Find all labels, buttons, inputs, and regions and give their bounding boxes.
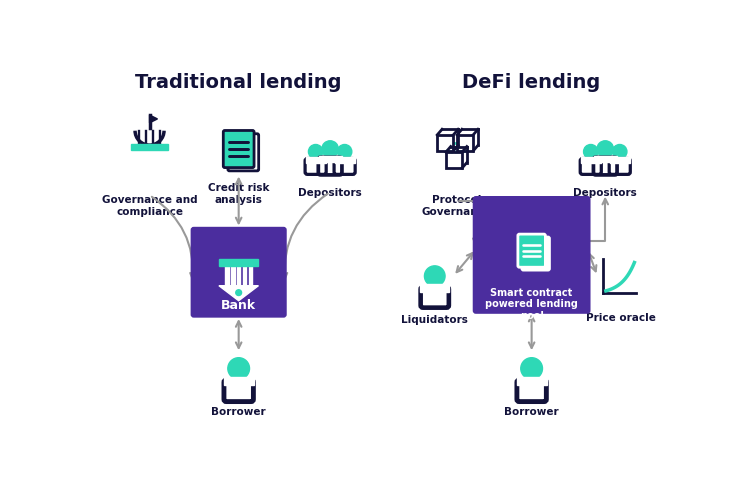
Text: Depositors: Depositors: [298, 187, 362, 198]
Circle shape: [322, 141, 338, 157]
Bar: [219, 259, 259, 266]
Text: Liquidators: Liquidators: [401, 314, 468, 325]
FancyBboxPatch shape: [518, 234, 545, 267]
Bar: [237, 265, 241, 286]
Text: Smart contract
powered lending
pool: Smart contract powered lending pool: [485, 288, 578, 321]
Bar: [243, 265, 246, 286]
Text: Credit risk
analysis: Credit risk analysis: [208, 183, 269, 205]
Bar: [225, 265, 229, 286]
Text: DeFi lending: DeFi lending: [463, 73, 601, 92]
Polygon shape: [219, 286, 259, 301]
Polygon shape: [610, 157, 630, 163]
Polygon shape: [517, 377, 547, 386]
Circle shape: [236, 290, 242, 295]
Polygon shape: [421, 284, 449, 292]
Circle shape: [584, 145, 598, 159]
Bar: [131, 144, 168, 150]
Text: Borrower: Borrower: [504, 407, 559, 417]
Text: Bank: Bank: [221, 299, 256, 312]
Circle shape: [228, 358, 250, 379]
Circle shape: [308, 145, 322, 159]
Polygon shape: [594, 156, 616, 162]
FancyBboxPatch shape: [472, 196, 590, 314]
Text: Borrower: Borrower: [211, 407, 266, 417]
Text: Depositors: Depositors: [573, 187, 637, 198]
FancyBboxPatch shape: [190, 227, 286, 318]
Bar: [248, 265, 252, 286]
Polygon shape: [149, 115, 158, 123]
Polygon shape: [224, 377, 254, 386]
Text: Governance and
compliance: Governance and compliance: [102, 195, 197, 217]
Circle shape: [613, 145, 627, 159]
Polygon shape: [334, 157, 355, 163]
Polygon shape: [319, 156, 342, 162]
Text: Protocol
Governance: Protocol Governance: [422, 195, 491, 217]
Polygon shape: [580, 157, 601, 163]
FancyBboxPatch shape: [522, 237, 550, 270]
Bar: [231, 265, 235, 286]
Circle shape: [520, 358, 542, 379]
Polygon shape: [305, 157, 326, 163]
Circle shape: [597, 141, 613, 157]
Circle shape: [424, 266, 445, 286]
Text: Traditional lending: Traditional lending: [136, 73, 342, 92]
FancyBboxPatch shape: [224, 131, 254, 168]
Text: Price oracle: Price oracle: [586, 313, 656, 323]
Circle shape: [338, 145, 352, 159]
FancyBboxPatch shape: [228, 134, 259, 171]
